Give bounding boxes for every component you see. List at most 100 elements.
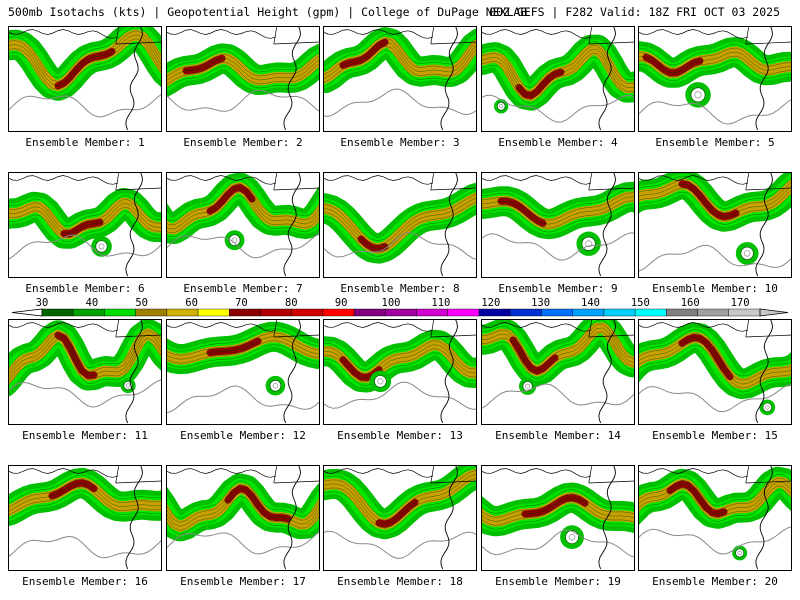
colorbar-swatch [728, 308, 761, 317]
height-contour [323, 381, 477, 410]
colorbar-high-arrow [759, 308, 789, 317]
political-border [115, 26, 120, 45]
height-contour [638, 345, 792, 393]
coastline [481, 322, 592, 332]
coastline [323, 322, 434, 332]
height-contour [638, 526, 792, 555]
map-area [166, 172, 320, 278]
cutoff-low-center [740, 246, 754, 260]
height-contour [323, 336, 477, 370]
ensemble-member-label: Ensemble Member: 15 [652, 429, 778, 442]
height-contour [272, 382, 279, 389]
height-contour [481, 49, 635, 96]
cutoff-low-center [762, 402, 772, 412]
height-contour [8, 93, 162, 118]
political-border [273, 334, 320, 338]
colorbar-swatch [541, 308, 573, 317]
coastline [8, 29, 119, 39]
panel-frame [8, 26, 162, 132]
colorbar-swatch [478, 308, 511, 317]
height-contour [481, 335, 635, 380]
height-contour [8, 38, 162, 90]
map-area [638, 172, 792, 278]
height-contour [481, 57, 635, 104]
coastline [8, 322, 119, 332]
panel-frame [481, 465, 635, 571]
height-contour [8, 26, 162, 78]
height-contour [8, 30, 162, 82]
height-contour [638, 51, 792, 74]
political-border [430, 41, 477, 45]
height-contour [166, 50, 320, 74]
political-border [273, 41, 320, 45]
cutoff-low-center [374, 375, 387, 388]
height-contour [8, 34, 162, 86]
panel-frame [8, 465, 162, 571]
ensemble-member-panel: Ensemble Member: 2 [166, 26, 320, 149]
height-contour [481, 232, 635, 261]
height-contour [166, 179, 320, 222]
height-contour [323, 205, 477, 257]
colorbar-tick-label: 50 [135, 297, 148, 309]
height-contour [481, 497, 635, 522]
political-border [745, 26, 750, 45]
figure-title: 500mb Isotachs (kts) | Geopotential Heig… [8, 5, 527, 19]
ensemble-member-label: Ensemble Member: 17 [180, 575, 306, 588]
height-contour [481, 501, 635, 526]
height-contour [8, 337, 162, 382]
colorbar-tick-label: 30 [36, 297, 49, 309]
ensemble-member-label: Ensemble Member: 4 [498, 136, 618, 149]
colorbar-swatch [510, 308, 542, 317]
colorbar-tick-label: 90 [335, 297, 348, 309]
panel-frame [323, 319, 477, 425]
panel-frame [638, 26, 792, 132]
colorbar-swatch [572, 308, 605, 317]
coastline [323, 175, 434, 185]
ensemble-member-label: Ensemble Member: 6 [25, 282, 144, 295]
height-contour [323, 530, 477, 560]
height-contour [323, 466, 477, 517]
ensemble-member-label: Ensemble Member: 7 [183, 282, 302, 295]
colorbar-swatch [229, 308, 261, 317]
height-contour [166, 488, 320, 527]
colorbar-tick-label: 60 [185, 297, 198, 309]
political-border [430, 26, 435, 45]
political-border [430, 187, 477, 191]
political-border [588, 319, 593, 338]
panel-frame [166, 26, 320, 132]
height-contour [737, 550, 742, 556]
cutoff-low-center [95, 240, 108, 253]
panel-frame [481, 319, 635, 425]
height-contour [638, 477, 792, 510]
political-border [745, 319, 750, 338]
political-border [115, 480, 162, 484]
height-contour [499, 104, 504, 109]
map-area [166, 465, 320, 571]
colorbar-tick-label: 100 [382, 297, 401, 309]
height-contour [638, 59, 792, 82]
ensemble-member-panel: Ensemble Member: 1 [8, 26, 162, 149]
height-contour [323, 33, 477, 71]
coastline [166, 468, 277, 478]
ensemble-member-label: Ensemble Member: 9 [498, 282, 617, 295]
panel-frame [638, 319, 792, 425]
map-area [481, 465, 635, 571]
height-contour [166, 54, 320, 78]
map-area [323, 26, 477, 132]
ensemble-member-label: Ensemble Member: 1 [25, 136, 144, 149]
political-border [115, 41, 162, 45]
height-contour [166, 332, 320, 356]
panel-frame [166, 172, 320, 278]
height-contour [525, 383, 531, 389]
height-contour [638, 337, 792, 385]
political-border [588, 480, 635, 484]
height-contour [8, 535, 162, 559]
panel-frame [323, 26, 477, 132]
height-contour [166, 195, 320, 238]
coastline [166, 29, 277, 39]
colorbar-tick-label: 130 [531, 297, 550, 309]
map-area [481, 319, 635, 425]
height-contour [323, 482, 477, 533]
political-border [430, 172, 435, 191]
ensemble-member-panel: Ensemble Member: 19 [481, 465, 635, 588]
